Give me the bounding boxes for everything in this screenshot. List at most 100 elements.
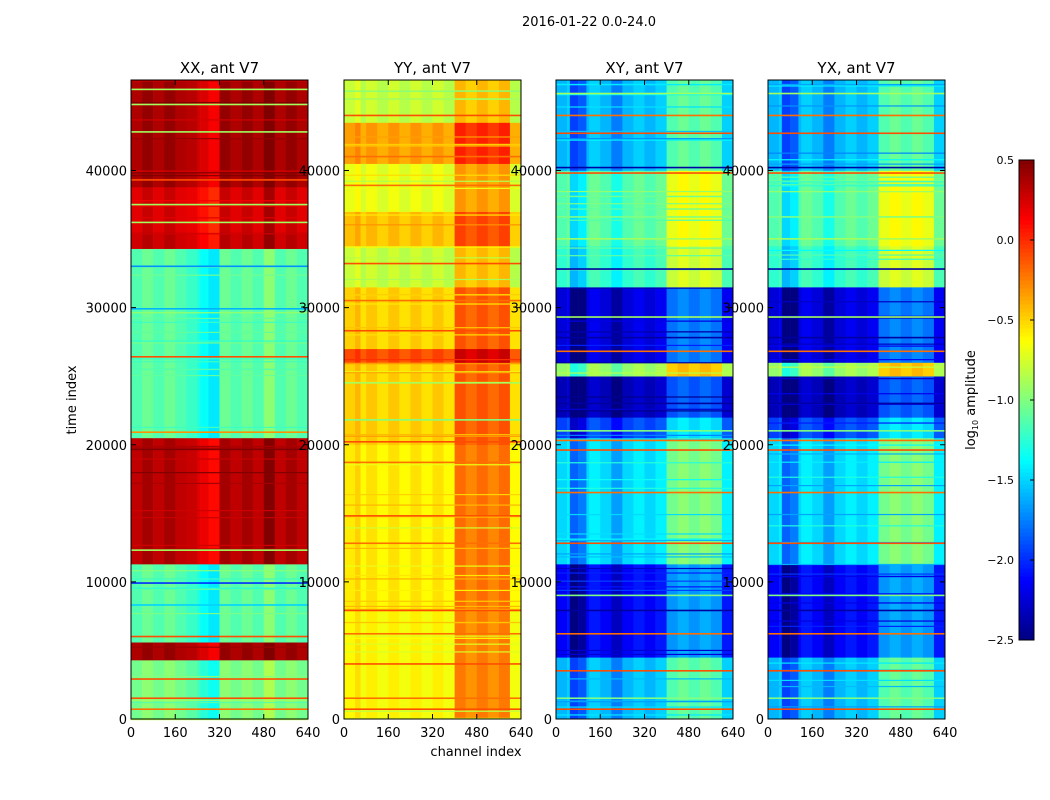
heatmap-row — [344, 372, 521, 374]
y-axis-label: time index — [65, 365, 80, 434]
heatmap-stripe — [768, 542, 945, 545]
heatmap-row — [768, 301, 945, 303]
colorbar-segment — [1019, 508, 1034, 513]
heatmap-cell — [360, 80, 367, 123]
heatmap-cell — [296, 642, 309, 661]
x-tick-label: 320 — [207, 726, 232, 741]
colorbar-segment — [1019, 316, 1034, 321]
heatmap-cell — [721, 417, 734, 439]
heatmap-cell — [578, 437, 587, 565]
colorbar-segment — [1019, 432, 1034, 437]
heatmap-cell — [823, 170, 835, 247]
heatmap-row — [344, 278, 521, 281]
heatmap-row — [344, 643, 521, 645]
x-tick-label: 320 — [844, 726, 869, 741]
heatmap-row — [768, 575, 945, 578]
heatmap-cell — [834, 417, 846, 439]
heatmap-row — [131, 321, 308, 323]
heatmap-stripe — [131, 179, 308, 181]
heatmap-row — [344, 527, 521, 529]
heatmap-cell — [230, 642, 242, 661]
heatmap-cell — [889, 80, 902, 171]
heatmap-cell — [666, 170, 678, 247]
heatmap-row — [344, 565, 521, 567]
heatmap-cell — [454, 245, 466, 288]
heatmap-stripe — [131, 708, 308, 711]
heatmap-cell — [655, 170, 667, 247]
heatmap-row — [131, 509, 308, 512]
heatmap-cell — [153, 80, 165, 188]
x-tick-label: 480 — [251, 726, 276, 741]
heatmap-row — [768, 525, 945, 527]
heatmap-cell — [556, 437, 568, 565]
heatmap-cell — [856, 437, 868, 565]
heatmap-stripe — [556, 439, 733, 442]
heatmap-row — [556, 410, 733, 412]
colorbar-segment — [1019, 268, 1034, 273]
x-tick-label: 0 — [552, 726, 560, 741]
heatmap-cell — [644, 362, 656, 377]
heatmap-row — [131, 426, 308, 429]
heatmap-cell — [487, 444, 500, 610]
colorbar-segment — [1019, 372, 1034, 377]
colorbar-segment — [1019, 440, 1034, 445]
heatmap-cell — [569, 245, 579, 288]
heatmap-cell — [878, 80, 890, 171]
heatmap-cell — [633, 362, 645, 377]
colorbar-tick-label: −1.0 — [987, 394, 1014, 407]
heatmap-cell — [410, 122, 422, 164]
heatmap-cell — [845, 362, 857, 377]
heatmap-cell — [285, 232, 298, 249]
colorbar-tick-label: 0.0 — [997, 234, 1015, 247]
heatmap-cell — [454, 348, 466, 363]
heatmap-cell — [252, 437, 265, 565]
heatmap-row — [768, 258, 945, 260]
heatmap-cell — [296, 80, 309, 188]
heatmap-cell — [556, 417, 568, 439]
x-tick-label: 0 — [127, 726, 135, 741]
colorbar-segment — [1019, 368, 1034, 373]
heatmap-cell — [487, 348, 500, 363]
heatmap-cell — [208, 80, 220, 188]
colorbar-segment — [1019, 444, 1034, 449]
heatmap-stripe — [131, 131, 308, 133]
heatmap-row — [344, 371, 521, 373]
heatmap-cell — [410, 287, 422, 350]
heatmap-cell — [611, 287, 623, 363]
heatmap-cell — [856, 170, 868, 247]
heatmap-cell — [677, 287, 690, 363]
heatmap-stripe — [344, 708, 521, 711]
heatmap-cell — [779, 417, 783, 439]
heatmap-cell — [622, 362, 634, 377]
colorbar-segment — [1019, 556, 1034, 561]
heatmap-row — [768, 476, 945, 478]
heatmap-cell — [611, 437, 623, 565]
heatmap-stripe — [556, 670, 733, 672]
heatmap-row — [556, 589, 733, 591]
heatmap-row — [344, 359, 521, 361]
heatmap-cell — [421, 348, 433, 363]
heatmap-cell — [922, 287, 935, 363]
heatmap-stripe — [131, 265, 308, 268]
heatmap-cell — [296, 232, 309, 249]
colorbar-segment — [1019, 468, 1034, 473]
heatmap-cell — [779, 376, 783, 418]
heatmap-cell — [208, 642, 220, 661]
heatmap-row — [344, 363, 521, 365]
heatmap-cell — [578, 170, 587, 247]
heatmap-row — [556, 106, 733, 108]
heatmap-cell — [443, 444, 455, 610]
heatmap-row — [556, 195, 733, 197]
heatmap-cell — [131, 642, 143, 661]
heatmap-cell — [823, 376, 835, 418]
heatmap-cell — [710, 245, 723, 288]
heatmap-cell — [432, 80, 444, 123]
heatmap-row — [131, 233, 308, 235]
heatmap-cell — [845, 417, 857, 439]
heatmap-cell — [285, 186, 298, 233]
heatmap-cell — [366, 122, 378, 164]
colorbar-segment — [1019, 416, 1034, 421]
heatmap-cell — [142, 564, 154, 643]
heatmap-cell — [589, 245, 601, 288]
heatmap-cell — [487, 80, 500, 123]
